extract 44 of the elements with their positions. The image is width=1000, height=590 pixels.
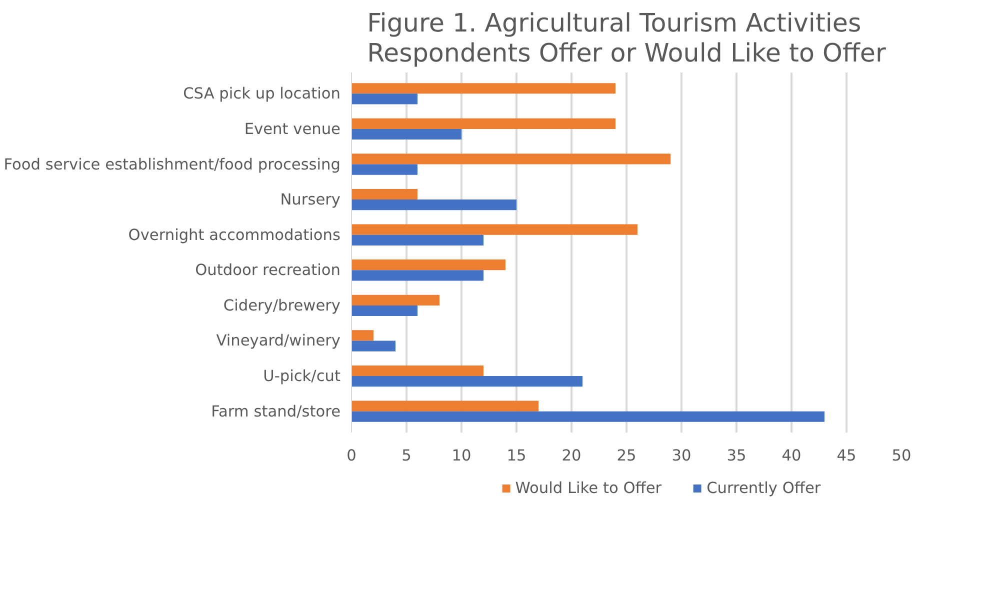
chart-title: Figure 1. Agricultural Tourism Activities Respondents Offer or Would Like to Offer	[367, 8, 886, 68]
bar	[352, 400, 538, 412]
bar	[352, 260, 506, 270]
y-tick-label: U-pick/cut	[263, 367, 340, 386]
x-tick-label: 10	[452, 446, 472, 464]
x-tick-label: 15	[506, 446, 526, 464]
x-tick-label: 20	[562, 446, 582, 464]
bar	[352, 83, 616, 94]
y-tick-label: CSA pick up location	[183, 84, 341, 103]
y-tick-label: Nursery	[280, 190, 341, 209]
x-tick-label: 30	[672, 446, 692, 464]
x-tick-label: 25	[616, 446, 636, 464]
x-tick-label: 35	[726, 446, 746, 464]
x-tick-label: 40	[782, 446, 802, 464]
legend-label: Currently Offer	[706, 479, 821, 497]
bar	[352, 188, 418, 200]
x-tick-label: 45	[836, 446, 856, 464]
bar	[352, 340, 396, 352]
y-tick-label: Overnight accommodations	[128, 226, 341, 244]
bar	[352, 365, 484, 376]
y-tick-label: Food service establishment/food processing	[4, 155, 341, 174]
bar	[352, 154, 670, 164]
x-tick-label: 0	[346, 446, 356, 464]
x-tick-label: 50	[892, 446, 912, 464]
bar	[352, 234, 484, 246]
bar	[352, 305, 418, 316]
bar	[352, 330, 374, 341]
y-tick-label: Farm stand/store	[211, 402, 340, 420]
bar	[352, 164, 418, 175]
bar	[352, 294, 440, 306]
bar	[352, 376, 582, 387]
y-tick-label: Vineyard/winery	[216, 332, 341, 350]
y-tick-label: Outdoor recreation	[195, 261, 341, 280]
bar	[352, 128, 462, 140]
bar	[352, 200, 516, 210]
bar	[352, 224, 638, 235]
bar	[352, 270, 484, 281]
bar	[352, 411, 824, 422]
legend-label: Would Like to Offer	[515, 479, 662, 497]
bar	[352, 94, 418, 104]
y-tick-label: Event venue	[244, 120, 341, 138]
y-tick-label: Cidery/brewery	[223, 296, 340, 314]
bar	[352, 118, 616, 129]
x-tick-label: 5	[402, 446, 412, 464]
